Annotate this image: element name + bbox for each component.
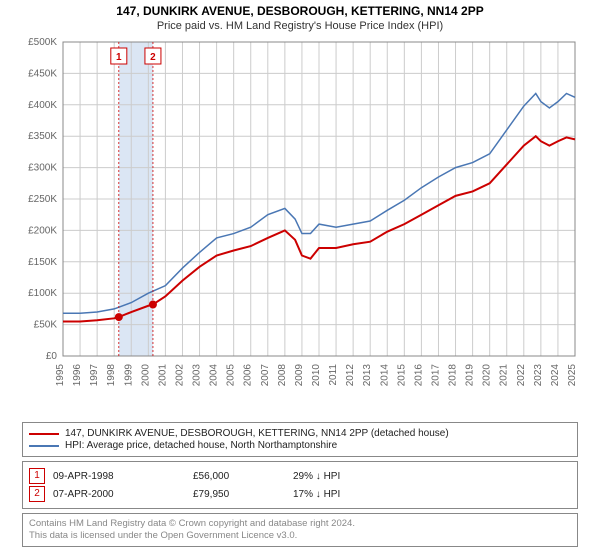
marker-date: 09-APR-1998 [53, 471, 193, 482]
svg-text:£150K: £150K [28, 257, 57, 268]
svg-text:2014: 2014 [379, 364, 390, 387]
marker-date: 07-APR-2000 [53, 489, 193, 500]
svg-text:2008: 2008 [277, 364, 288, 387]
chart-subtitle: Price paid vs. HM Land Registry's House … [8, 20, 592, 32]
marker-price: £79,950 [193, 489, 293, 500]
svg-text:2020: 2020 [482, 364, 493, 387]
marker-number-box: 2 [29, 486, 45, 502]
svg-text:£300K: £300K [28, 163, 57, 174]
svg-text:2016: 2016 [413, 364, 424, 387]
chart-legend: 147, DUNKIRK AVENUE, DESBOROUGH, KETTERI… [22, 422, 578, 457]
line-chart-svg: £0 £50K £100K £150K £200K £250K £300K £350K £400… [15, 36, 585, 416]
svg-text:£450K: £450K [28, 68, 57, 79]
attribution-footer: Contains HM Land Registry data © Crown c… [22, 513, 578, 547]
svg-text:2024: 2024 [550, 364, 561, 387]
marker-row-2: 2 07-APR-2000£79,95017% ↓ HPI [29, 486, 571, 502]
svg-text:2010: 2010 [311, 364, 322, 387]
marker-hpi: 17% ↓ HPI [293, 489, 413, 500]
svg-text:1996: 1996 [72, 364, 83, 387]
svg-text:1999: 1999 [123, 364, 134, 387]
marker-table: 1 09-APR-1998£56,00029% ↓ HPI 2 07-APR-2000… [22, 461, 578, 509]
svg-text:2007: 2007 [260, 364, 271, 387]
svg-text:1: 1 [116, 52, 122, 63]
footer-line-2: This data is licensed under the Open Gov… [29, 530, 571, 542]
svg-text:£200K: £200K [28, 225, 57, 236]
svg-text:1998: 1998 [106, 364, 117, 387]
svg-text:1995: 1995 [55, 364, 66, 387]
svg-text:2011: 2011 [328, 364, 339, 386]
legend-label: 147, DUNKIRK AVENUE, DESBOROUGH, KETTERI… [65, 428, 449, 439]
legend-label: HPI: Average price, detached house, Nort… [65, 440, 337, 451]
svg-text:£100K: £100K [28, 288, 57, 299]
svg-text:2017: 2017 [430, 364, 441, 387]
marker-price: £56,000 [193, 471, 293, 482]
legend-swatch [29, 433, 59, 435]
legend-row-1: HPI: Average price, detached house, Nort… [29, 440, 571, 451]
svg-text:£400K: £400K [28, 100, 57, 111]
svg-text:£350K: £350K [28, 131, 57, 142]
legend-row-0: 147, DUNKIRK AVENUE, DESBOROUGH, KETTERI… [29, 428, 571, 439]
svg-text:2: 2 [150, 52, 156, 63]
svg-text:2003: 2003 [192, 364, 203, 387]
svg-text:2012: 2012 [345, 364, 356, 387]
svg-text:2021: 2021 [499, 364, 510, 387]
svg-text:2002: 2002 [174, 364, 185, 387]
svg-text:2001: 2001 [157, 364, 168, 387]
svg-text:2018: 2018 [448, 364, 459, 387]
svg-text:2022: 2022 [516, 364, 527, 387]
svg-text:2019: 2019 [465, 364, 476, 387]
svg-text:2025: 2025 [567, 364, 578, 387]
svg-text:1997: 1997 [89, 364, 100, 387]
chart-area: £0 £50K £100K £150K £200K £250K £300K £350K £400… [15, 36, 585, 416]
svg-text:£0: £0 [46, 351, 58, 362]
svg-text:2006: 2006 [243, 364, 254, 387]
svg-text:2013: 2013 [362, 364, 373, 387]
svg-text:£50K: £50K [34, 320, 58, 331]
svg-text:2009: 2009 [294, 364, 305, 387]
svg-text:2023: 2023 [533, 364, 544, 387]
svg-text:£250K: £250K [28, 194, 57, 205]
footer-line-1: Contains HM Land Registry data © Crown c… [29, 518, 571, 530]
chart-title-block: 147, DUNKIRK AVENUE, DESBOROUGH, KETTERI… [0, 0, 600, 32]
svg-text:2000: 2000 [140, 364, 151, 387]
marker-hpi: 29% ↓ HPI [293, 471, 413, 482]
chart-title: 147, DUNKIRK AVENUE, DESBOROUGH, KETTERI… [8, 4, 592, 18]
legend-swatch [29, 445, 59, 447]
svg-text:£500K: £500K [28, 37, 57, 48]
marker-1-dot [115, 313, 123, 321]
marker-number-box: 1 [29, 468, 45, 484]
marker-2-dot [149, 301, 157, 309]
marker-row-1: 1 09-APR-1998£56,00029% ↓ HPI [29, 468, 571, 484]
svg-text:2005: 2005 [226, 364, 237, 387]
svg-text:2004: 2004 [209, 364, 220, 387]
svg-text:2015: 2015 [396, 364, 407, 387]
